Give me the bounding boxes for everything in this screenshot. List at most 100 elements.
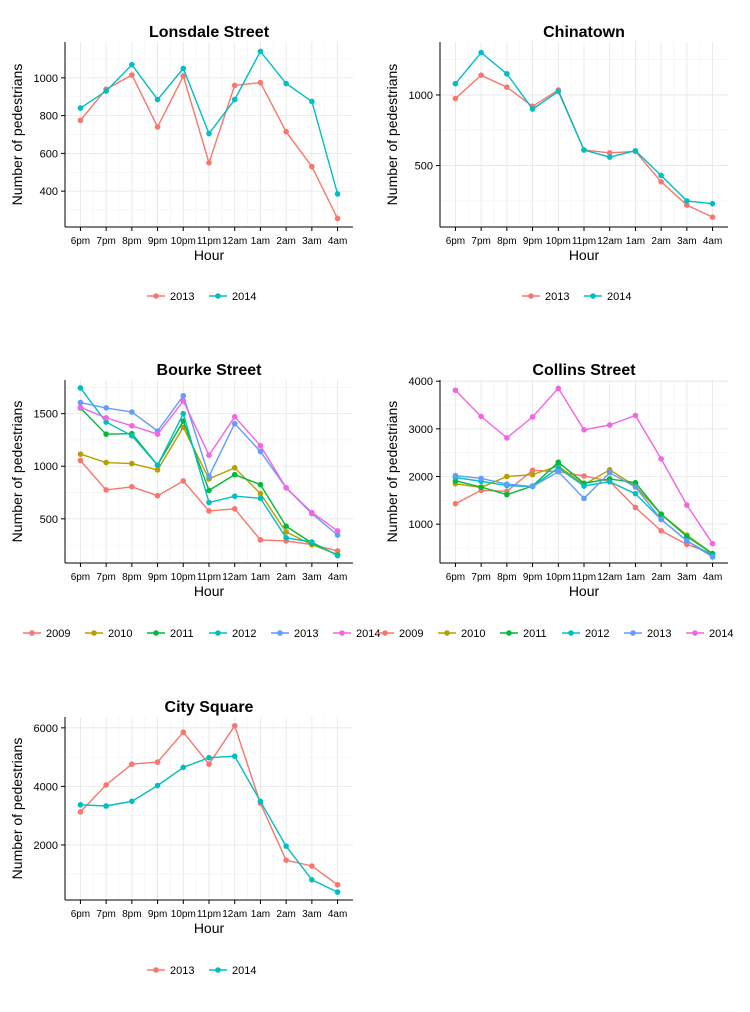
data-point-2014	[581, 147, 587, 153]
data-point-2010	[257, 490, 264, 497]
x-tick-label: 7pm	[96, 909, 115, 920]
x-tick-label: 7pm	[96, 236, 115, 247]
legend: 2009 2010 2011 2012 2013 2014	[23, 628, 380, 640]
data-point-2012	[180, 410, 187, 417]
x-tick-label: 12am	[597, 236, 622, 247]
data-point-2013	[606, 469, 613, 476]
x-tick-label: 9pm	[148, 236, 167, 247]
data-point-2011	[206, 487, 212, 494]
data-point-2014	[309, 98, 315, 105]
x-tick-label: 8pm	[122, 236, 141, 247]
data-point-2014	[129, 798, 135, 805]
legend-key-point	[215, 630, 221, 636]
data-point-2013	[257, 448, 264, 455]
x-tick-label: 2am	[276, 909, 295, 920]
y-tick-label: 3000	[409, 424, 433, 436]
data-point-2013	[77, 809, 84, 815]
y-tick-label: 1000	[34, 461, 58, 473]
data-point-2014	[504, 70, 510, 77]
data-point-2014	[283, 843, 289, 849]
x-tick-label: 3am	[302, 909, 321, 920]
y-tick-label: 4000	[34, 781, 58, 793]
data-point-2012	[129, 432, 135, 439]
data-point-2014	[103, 88, 109, 94]
data-point-2014	[77, 802, 84, 808]
y-axis-title: Number of pedestrians	[9, 401, 25, 543]
legend-key-point	[506, 630, 512, 636]
data-point-2014	[309, 876, 315, 883]
x-tick-label: 1am	[626, 236, 645, 247]
data-point-2014	[452, 80, 459, 87]
panel-city-square: 2000 4000 6000 6pm 7pm 8pm 9pm 10pm 11pm 12am 1am 2…	[9, 699, 353, 977]
data-point-2013	[103, 405, 109, 411]
data-point-2014	[581, 427, 587, 433]
data-point-2013	[452, 95, 459, 102]
data-point-2014	[684, 502, 690, 508]
data-point-2012	[206, 499, 212, 506]
data-point-2009	[632, 504, 639, 511]
legend-item-2009: 2009	[23, 628, 70, 640]
panel-title: Collins Street	[532, 362, 636, 379]
data-point-2014	[257, 798, 264, 805]
legend-key-point	[444, 630, 450, 636]
x-tick-label: 9pm	[148, 909, 167, 920]
x-tick-label: 12am	[222, 909, 247, 920]
data-point-2011	[103, 431, 109, 437]
data-point-2014	[206, 754, 212, 761]
x-tick-label: 11pm	[572, 236, 596, 247]
x-tick-label: 10pm	[171, 909, 196, 920]
x-tick-label: 9pm	[523, 236, 542, 247]
data-point-2012	[283, 534, 289, 541]
x-tick-label: 3am	[302, 572, 321, 583]
legend: 2013 2014	[147, 965, 256, 977]
data-point-2012	[257, 495, 264, 502]
data-point-2009	[658, 528, 664, 534]
data-point-2013	[606, 150, 613, 156]
data-point-2013	[658, 516, 664, 523]
data-point-2013	[334, 881, 341, 888]
legend-label: 2012	[585, 628, 609, 640]
legend-key-point	[29, 630, 35, 636]
data-point-2013	[478, 475, 484, 482]
data-point-2014	[334, 191, 341, 197]
x-axis-title: Hour	[569, 583, 600, 599]
data-point-2012	[103, 419, 109, 425]
panel-chinatown: 500 1000 6pm 7pm 8pm 9pm 10pm 11pm 12am 1am 2am 3am…	[384, 24, 728, 303]
legend-label: 2014	[709, 628, 733, 640]
data-point-2009	[581, 473, 587, 479]
x-tick-label: 6pm	[71, 236, 90, 247]
legend-key-point	[630, 630, 636, 636]
x-tick-label: 12am	[222, 572, 247, 583]
x-tick-label: 8pm	[497, 236, 516, 247]
data-point-2014	[478, 49, 484, 56]
data-point-2013	[103, 782, 109, 788]
data-point-2012	[77, 385, 84, 391]
x-tick-label: 10pm	[171, 236, 196, 247]
data-point-2013	[283, 128, 289, 135]
x-tick-label: 4am	[703, 572, 722, 583]
data-point-2013	[180, 729, 187, 736]
y-tick-label: 2000	[409, 472, 433, 484]
data-point-2013	[154, 124, 161, 130]
y-tick-label: 6000	[34, 723, 58, 735]
data-point-2014	[206, 130, 212, 137]
legend-label: 2013	[170, 965, 194, 977]
legend-key-point	[692, 630, 698, 636]
legend-item-2012: 2012	[562, 628, 609, 640]
data-point-2012	[231, 493, 238, 500]
data-point-2013	[129, 409, 135, 415]
data-point-2010	[77, 451, 84, 457]
legend-label: 2013	[170, 291, 194, 303]
x-tick-label: 8pm	[497, 572, 516, 583]
x-tick-label: 2am	[651, 572, 670, 583]
data-point-2013	[154, 759, 161, 765]
data-point-2013	[257, 79, 264, 86]
data-point-2013	[206, 473, 212, 480]
data-point-2013	[180, 392, 187, 399]
data-point-2009	[206, 508, 212, 514]
data-point-2014	[103, 415, 109, 421]
legend-key-point	[215, 967, 221, 973]
data-point-2013	[231, 82, 238, 89]
legend: 2009 2010 2011 2012 2013 2014	[376, 628, 733, 640]
